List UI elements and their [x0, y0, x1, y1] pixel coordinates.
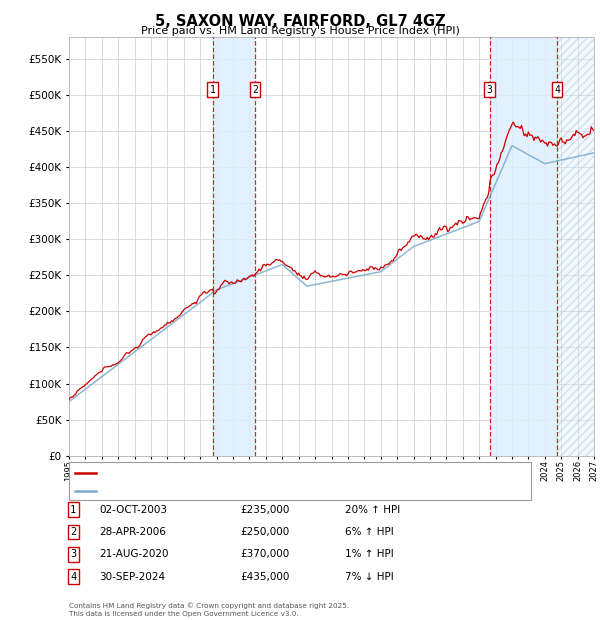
Text: 02-OCT-2003: 02-OCT-2003: [99, 505, 167, 515]
Text: £235,000: £235,000: [240, 505, 289, 515]
Text: HPI: Average price, semi-detached house, Cotswold: HPI: Average price, semi-detached house,…: [102, 486, 347, 495]
Text: 2: 2: [252, 84, 258, 94]
Text: 4: 4: [554, 84, 560, 94]
Text: 1: 1: [209, 84, 215, 94]
Bar: [557, 37, 594, 456]
Text: Price paid vs. HM Land Registry's House Price Index (HPI): Price paid vs. HM Land Registry's House …: [140, 26, 460, 36]
Text: 4: 4: [70, 572, 76, 582]
Text: 7% ↓ HPI: 7% ↓ HPI: [345, 572, 394, 582]
Text: 5, SAXON WAY, FAIRFORD, GL7 4GZ (semi-detached house): 5, SAXON WAY, FAIRFORD, GL7 4GZ (semi-de…: [102, 468, 383, 477]
Text: 6% ↑ HPI: 6% ↑ HPI: [345, 527, 394, 537]
Text: Contains HM Land Registry data © Crown copyright and database right 2025.
This d: Contains HM Land Registry data © Crown c…: [69, 602, 349, 617]
Text: £370,000: £370,000: [240, 549, 289, 559]
Bar: [490, 37, 557, 456]
Text: 3: 3: [70, 549, 76, 559]
Text: 1: 1: [70, 505, 76, 515]
Text: 1% ↑ HPI: 1% ↑ HPI: [345, 549, 394, 559]
Text: 21-AUG-2020: 21-AUG-2020: [99, 549, 169, 559]
Text: 20% ↑ HPI: 20% ↑ HPI: [345, 505, 400, 515]
Text: 2: 2: [70, 527, 76, 537]
Text: 5, SAXON WAY, FAIRFORD, GL7 4GZ: 5, SAXON WAY, FAIRFORD, GL7 4GZ: [155, 14, 445, 29]
Text: £435,000: £435,000: [240, 572, 289, 582]
Text: 3: 3: [487, 84, 493, 94]
Text: 30-SEP-2024: 30-SEP-2024: [99, 572, 165, 582]
Text: 28-APR-2006: 28-APR-2006: [99, 527, 166, 537]
Bar: [212, 37, 255, 456]
Text: £250,000: £250,000: [240, 527, 289, 537]
